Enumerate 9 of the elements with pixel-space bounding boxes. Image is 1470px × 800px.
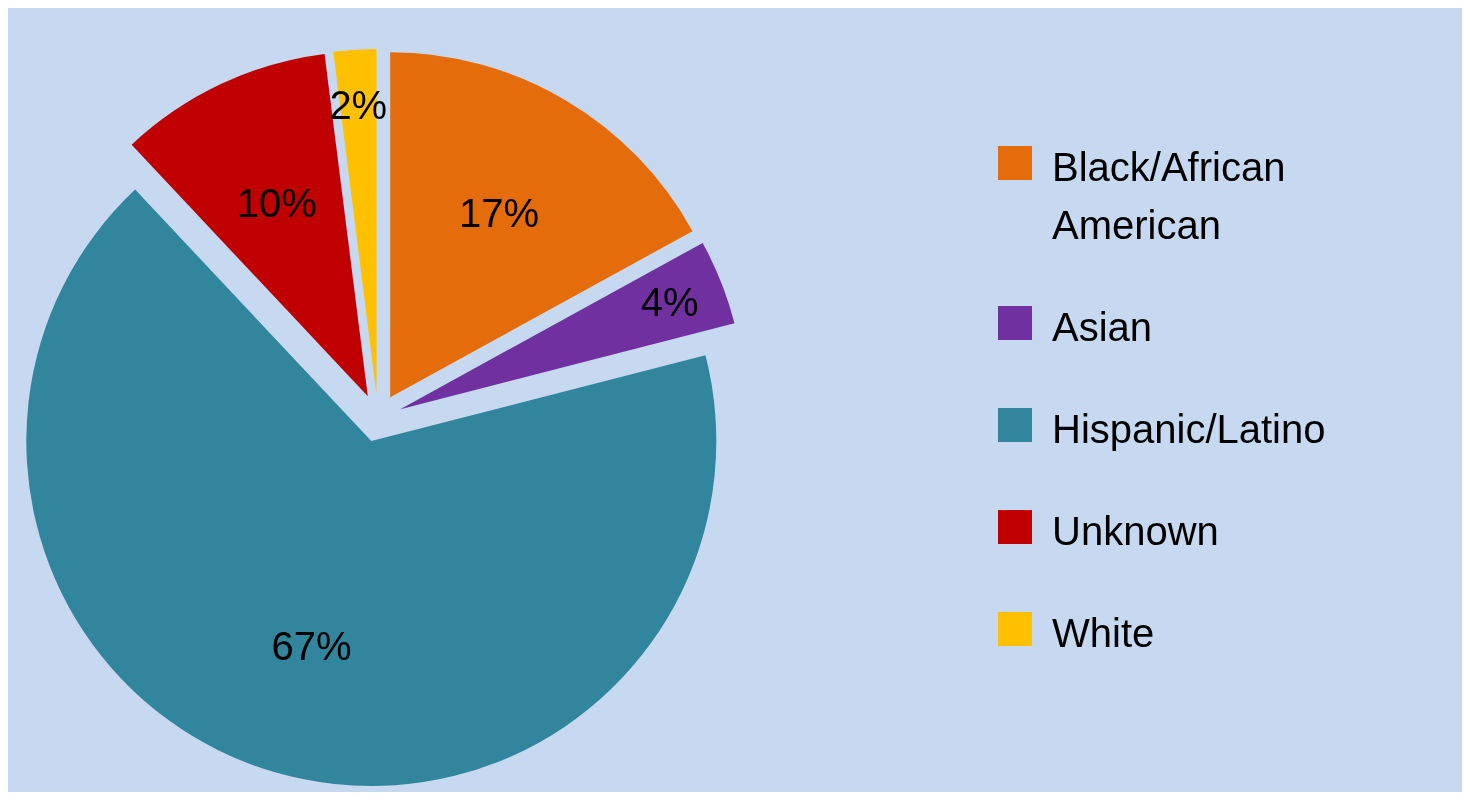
data-label: 10%: [236, 180, 317, 225]
legend-label: Unknown: [1052, 508, 1219, 555]
legend-label: Black/African American: [1052, 144, 1287, 249]
data-label: 4%: [640, 280, 699, 325]
legend-label: Hispanic/Latino: [1052, 406, 1326, 453]
legend-label: White: [1052, 610, 1155, 657]
data-label: 17%: [459, 191, 540, 236]
data-label: 67%: [271, 624, 352, 669]
legend-label: Asian: [1052, 304, 1153, 351]
